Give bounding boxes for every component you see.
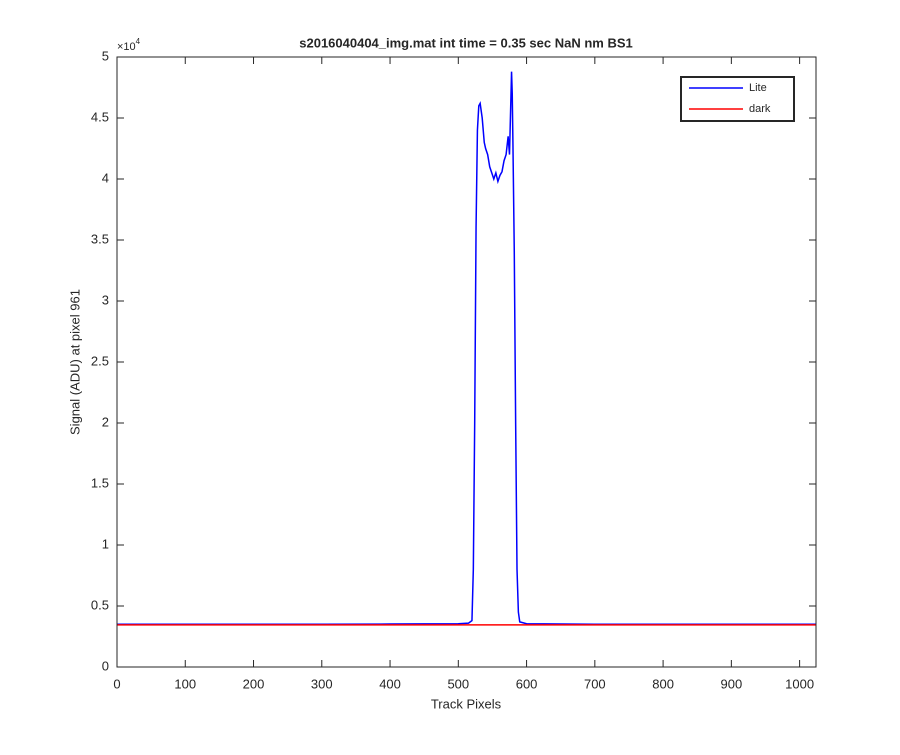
y-tick-label: 0 (102, 658, 109, 673)
x-axis-label: Track Pixels (431, 696, 502, 711)
y-tick-label: 4.5 (91, 109, 109, 124)
legend-label: dark (749, 103, 771, 115)
x-tick-label: 600 (516, 676, 538, 691)
y-tick-label: 3 (102, 292, 109, 307)
x-tick-label: 900 (721, 676, 743, 691)
legend: Lite dark (680, 76, 795, 122)
y-tick-label: 2.5 (91, 353, 109, 368)
x-tick-label: 300 (311, 676, 333, 691)
y-tick-label: 2 (102, 414, 109, 429)
y-tick-label: 3.5 (91, 231, 109, 246)
y-multiplier-base: ×10 (117, 41, 136, 53)
chart-title: s2016040404_img.mat int time = 0.35 sec … (299, 35, 633, 50)
x-tick-label: 500 (447, 676, 469, 691)
y-multiplier-exponent: 4 (136, 37, 141, 46)
legend-label: Lite (749, 82, 767, 94)
x-tick-label: 800 (652, 676, 674, 691)
x-tick-label: 400 (379, 676, 401, 691)
y-multiplier: ×104 (117, 37, 141, 53)
x-tick-label: 200 (243, 676, 265, 691)
y-tick-label: 1 (102, 536, 109, 551)
x-tick-label: 1000 (785, 676, 814, 691)
y-tick-label: 0.5 (91, 597, 109, 612)
x-tick-label: 700 (584, 676, 606, 691)
y-tick-label: 5 (102, 48, 109, 63)
legend-box (680, 76, 795, 122)
x-tick-label: 100 (174, 676, 196, 691)
data-line (117, 71, 816, 626)
x-tick-label: 0 (113, 676, 120, 691)
y-tick-label: 4 (102, 170, 109, 185)
y-axis-label: Signal (ADU) at pixel 961 (67, 289, 82, 435)
axes-box (116, 56, 817, 668)
y-tick-label: 1.5 (91, 475, 109, 490)
